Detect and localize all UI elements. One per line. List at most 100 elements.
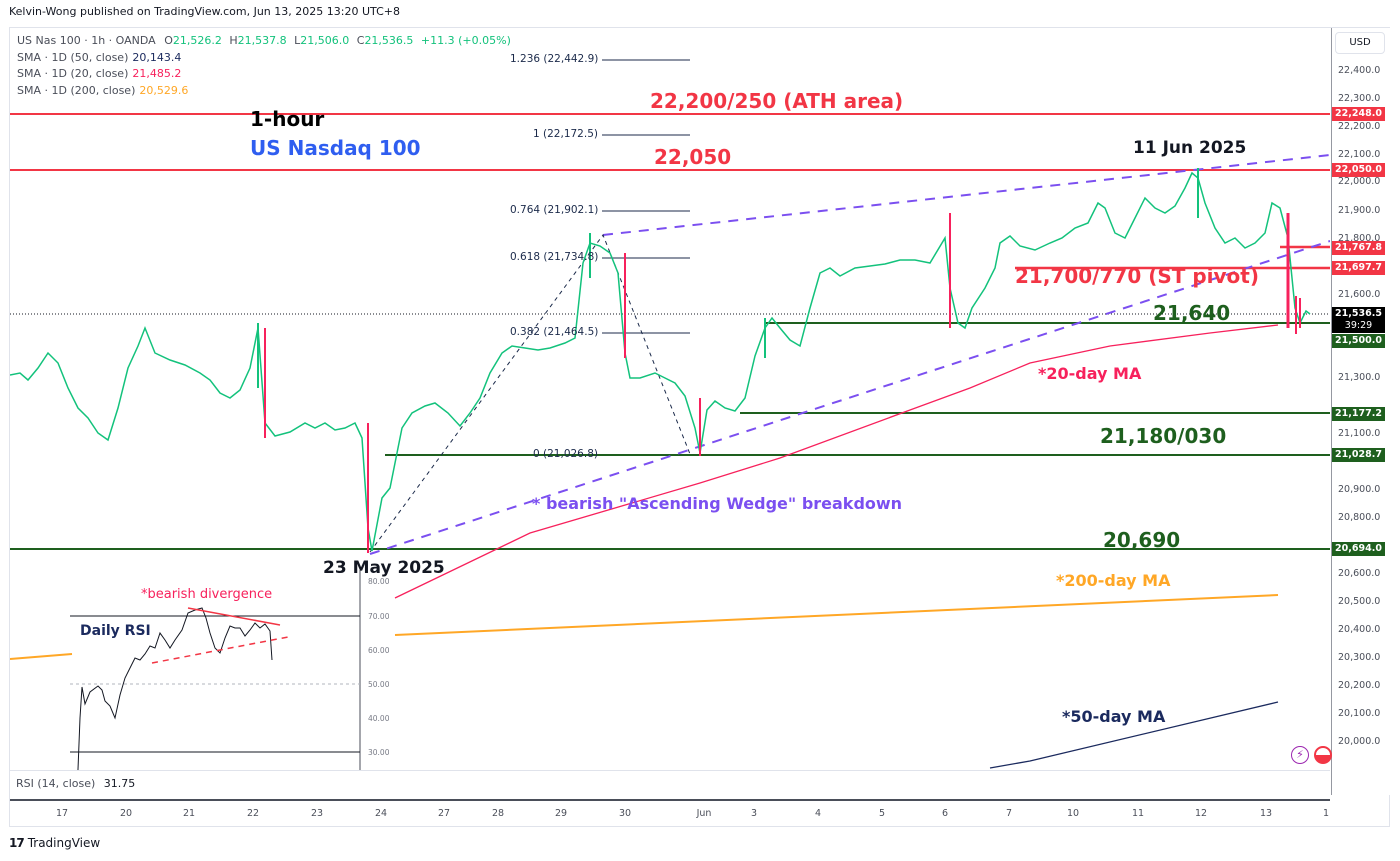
rsi-pane-legend[interactable]: RSI (14, close) 31.75: [10, 770, 1330, 796]
price-label-21500: 21,500.0: [1332, 334, 1385, 348]
price-tick: 20,000.0: [1338, 736, 1381, 747]
timeframe-label: 1-hour: [250, 107, 325, 131]
sma50-line: [989, 701, 1279, 769]
time-tick: Jun: [696, 808, 712, 819]
price-label-22050: 22,050.0: [1332, 163, 1385, 177]
support-20690: 20,690: [1103, 528, 1181, 552]
time-tick: 4: [814, 808, 822, 819]
time-tick: 20: [119, 808, 133, 819]
time-tick: 1: [1322, 808, 1330, 819]
time-tick: 10: [1066, 808, 1080, 819]
support-21180: 21,180/030: [1100, 424, 1227, 448]
ath-annotation: 22,200/250 (ATH area): [650, 89, 904, 113]
price-tick: 20,900.0: [1338, 484, 1381, 495]
publisher-info: Kelvin-Wong published on TradingView.com…: [9, 5, 400, 18]
price-tick: 20,800.0: [1338, 512, 1381, 523]
time-tick: 7: [1005, 808, 1013, 819]
rsi-tick: 80.00: [368, 577, 390, 586]
price-label-22248: 22,248.0: [1332, 107, 1385, 121]
rsi-tick: 70.00: [368, 612, 390, 621]
price-tick: 21,600.0: [1338, 289, 1381, 300]
peak-date: 11 Jun 2025: [1133, 138, 1247, 158]
price-tick: 22,300.0: [1338, 93, 1381, 104]
price-tick: 22,400.0: [1338, 65, 1381, 76]
wedge-annotation: * bearish "Ascending Wedge" breakdown: [532, 494, 903, 513]
fib-1236: 1.236 (22,442.9): [510, 53, 599, 65]
tradingview-logo[interactable]: 17 TradingView: [9, 836, 101, 850]
bar-countdown: 39:29: [1344, 320, 1373, 331]
rsi-support-dashed: [151, 636, 289, 664]
time-axis[interactable]: [10, 799, 1330, 826]
price-tick: 20,500.0: [1338, 596, 1381, 607]
price-label-20694: 20,694.0: [1332, 542, 1385, 556]
time-tick: 3: [750, 808, 758, 819]
rsi-tick: 50.00: [368, 680, 390, 689]
current-price-label: 21,536.5 39:29: [1332, 307, 1385, 333]
price-tick: 20,400.0: [1338, 624, 1381, 635]
wedge-lower: [369, 240, 1330, 555]
legend-symbol-row[interactable]: US Nas 100 · 1h · OANDA O21,526.2 H21,53…: [17, 34, 511, 47]
time-tick: 29: [554, 808, 568, 819]
resistance-22050: 22,050: [654, 145, 732, 169]
legend-sma200[interactable]: SMA · 1D (200, close) 20,529.6: [17, 83, 189, 97]
time-tick: 27: [437, 808, 451, 819]
time-tick: 23: [310, 808, 324, 819]
price-chart[interactable]: [10, 28, 1330, 795]
price-label-21697: 21,697.7: [1332, 261, 1385, 275]
time-tick: 6: [941, 808, 949, 819]
time-tick: 11: [1131, 808, 1145, 819]
sma20-line: [394, 324, 1279, 599]
rsi-tick: 30.00: [368, 748, 390, 757]
ma50-annotation: *50-day MA: [1062, 707, 1166, 726]
price-label-21767: 21,767.8: [1332, 241, 1385, 255]
tradingview-icon: 17: [9, 836, 25, 850]
legend-sma20[interactable]: SMA · 1D (20, close) 21,485.2: [17, 67, 182, 80]
legend-sma50[interactable]: SMA · 1D (50, close) 20,143.4: [17, 50, 182, 64]
low-date: 23 May 2025: [323, 558, 445, 578]
fib-1: 1 (22,172.5): [533, 128, 598, 140]
time-tick: 22: [246, 808, 260, 819]
currency-button[interactable]: USD: [1335, 32, 1385, 54]
time-tick: 17: [55, 808, 69, 819]
price-tick: 20,200.0: [1338, 680, 1381, 691]
price-tick: 20,300.0: [1338, 652, 1381, 663]
price-tick: 20,600.0: [1338, 568, 1381, 579]
price-tick: 21,100.0: [1338, 428, 1381, 439]
time-tick: 12: [1194, 808, 1208, 819]
time-tick: 21: [182, 808, 196, 819]
rsi-line: [76, 607, 273, 795]
candles: [10, 168, 1311, 553]
ma200-annotation: *200-day MA: [1056, 571, 1171, 590]
price-tick: 22,100.0: [1338, 149, 1381, 160]
time-tick: 28: [491, 808, 505, 819]
lightning-icon[interactable]: ⚡: [1291, 746, 1309, 764]
price-label-21177: 21,177.2: [1332, 407, 1385, 421]
price-tick: 21,300.0: [1338, 372, 1381, 383]
rsi-inset: [10, 568, 362, 795]
ma20-annotation: *20-day MA: [1038, 364, 1142, 383]
time-tick: 13: [1259, 808, 1273, 819]
rsi-tick: 40.00: [368, 714, 390, 723]
price-tick: 21,900.0: [1338, 205, 1381, 216]
time-tick: 5: [878, 808, 886, 819]
fib-0764: 0.764 (21,902.1): [510, 204, 599, 216]
wedge-upper: [602, 154, 1330, 236]
us-flag-icon[interactable]: [1314, 746, 1332, 764]
rsi-tick: 60.00: [368, 646, 390, 655]
fib-0: 0 (21,026.8): [533, 448, 598, 460]
support-21640: 21,640: [1153, 301, 1231, 325]
fib-0618: 0.618 (21,734.8): [510, 251, 599, 263]
price-label-21028: 21,028.7: [1332, 448, 1385, 462]
time-tick: 24: [374, 808, 388, 819]
time-tick: 30: [618, 808, 632, 819]
price-tick: 21,800.0: [1338, 233, 1381, 244]
price-tick: 20,100.0: [1338, 708, 1381, 719]
price-tick: 22,200.0: [1338, 121, 1381, 132]
price-tick: 22,000.0: [1338, 176, 1381, 187]
fib-0382: 0.382 (21,464.5): [510, 326, 599, 338]
bearish-divergence: *bearish divergence: [141, 587, 273, 602]
daily-rsi-label: Daily RSI: [80, 623, 151, 639]
chart-legend: US Nas 100 · 1h · OANDA O21,526.2 H21,53…: [17, 33, 511, 99]
rsi-divergence-line: [187, 607, 281, 626]
instrument-label: US Nasdaq 100: [250, 136, 421, 160]
